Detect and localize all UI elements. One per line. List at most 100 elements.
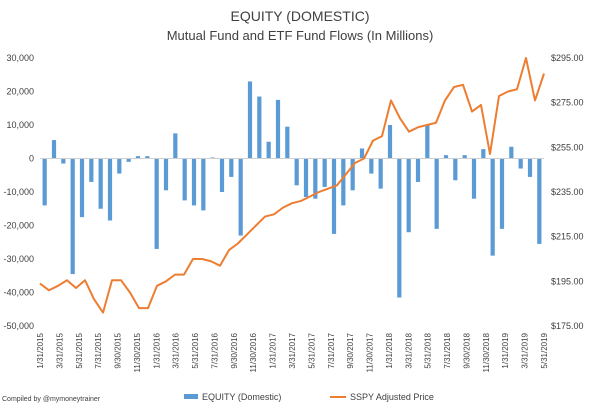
x-tick-label: 3/31/2018 bbox=[404, 332, 413, 368]
x-tick-label: 5/31/2015 bbox=[75, 332, 84, 368]
x-tick-label: 9/30/2016 bbox=[230, 332, 239, 368]
bar bbox=[490, 158, 495, 256]
x-tick-label: 3/31/2019 bbox=[521, 332, 530, 368]
x-tick-label: 5/31/2019 bbox=[540, 332, 549, 368]
x-tick-label: 3/31/2015 bbox=[55, 332, 64, 368]
bar bbox=[397, 158, 402, 298]
bar bbox=[313, 158, 318, 199]
legend: EQUITY (Domestic) SSPY Adjusted Price bbox=[184, 392, 434, 402]
right-tick-label: $255.00 bbox=[551, 142, 584, 152]
bar bbox=[359, 148, 365, 159]
right-tick-label: $275.00 bbox=[551, 98, 584, 108]
right-tick-label: $195.00 bbox=[551, 276, 584, 286]
x-tick-label: 1/31/2019 bbox=[501, 332, 510, 368]
left-tick-label: -50,000 bbox=[3, 321, 34, 331]
chart-title: EQUITY (DOMESTIC) bbox=[231, 8, 370, 24]
x-tick-label: 9/30/2015 bbox=[114, 332, 123, 368]
x-tick-label: 9/30/2017 bbox=[346, 332, 355, 368]
bar bbox=[481, 149, 486, 159]
bar bbox=[79, 158, 85, 218]
bar bbox=[238, 158, 243, 236]
bar bbox=[154, 158, 159, 249]
right-tick-label: $175.00 bbox=[551, 321, 584, 331]
bar bbox=[285, 126, 290, 159]
bar bbox=[51, 140, 57, 159]
x-tick-label: 7/31/2016 bbox=[210, 332, 219, 368]
x-tick-label: 3/31/2017 bbox=[288, 332, 297, 368]
bar bbox=[98, 158, 103, 209]
left-tick-label: 30,000 bbox=[6, 53, 34, 63]
bar bbox=[322, 158, 327, 187]
bar bbox=[406, 158, 411, 233]
bar bbox=[275, 99, 281, 159]
bar bbox=[107, 158, 113, 221]
bar bbox=[70, 158, 75, 275]
legend-label-price: SSPY Adjusted Price bbox=[350, 392, 434, 402]
bar bbox=[173, 133, 178, 159]
legend-swatch-equity bbox=[184, 394, 198, 399]
right-tick-label: $235.00 bbox=[551, 187, 584, 197]
bar bbox=[191, 158, 197, 206]
credit-text: Compiled by @mymoneytrainer bbox=[2, 396, 101, 403]
price-line-path bbox=[39, 57, 545, 314]
left-tick-label: 20,000 bbox=[6, 87, 34, 97]
bar bbox=[247, 81, 253, 159]
bar bbox=[471, 158, 477, 199]
left-tick-label: 10,000 bbox=[6, 120, 34, 130]
line-series-spy-price bbox=[39, 57, 545, 314]
bar bbox=[387, 125, 393, 159]
chart-subtitle: Mutual Fund and ETF Fund Flows (In Milli… bbox=[167, 28, 434, 43]
x-tick-label: 7/31/2015 bbox=[94, 332, 103, 368]
x-tick-label: 3/31/2016 bbox=[172, 332, 181, 368]
bar bbox=[303, 158, 309, 198]
left-tick-label: -30,000 bbox=[3, 254, 34, 264]
bar bbox=[341, 158, 346, 206]
bar bbox=[89, 158, 94, 182]
bar bbox=[266, 141, 271, 159]
bar bbox=[378, 158, 383, 189]
left-axis: 30,000 20,000 10,000 0 -10,000 -20,000 -30,000… bbox=[3, 53, 34, 331]
bar bbox=[219, 158, 225, 192]
legend-label-equity: EQUITY (Domestic) bbox=[202, 392, 281, 402]
bar bbox=[527, 158, 533, 177]
x-tick-label: 11/30/2016 bbox=[249, 332, 258, 372]
bar bbox=[126, 158, 131, 162]
bar bbox=[229, 158, 234, 177]
bar bbox=[509, 146, 514, 159]
bar bbox=[42, 158, 47, 206]
x-tick-label: 5/31/2018 bbox=[424, 332, 433, 368]
right-axis: $295.00 $275.00 $255.00 $235.00 $215.00 $195.… bbox=[551, 53, 584, 331]
bar bbox=[434, 158, 439, 229]
x-tick-label: 11/30/2018 bbox=[482, 332, 491, 372]
right-tick-label: $295.00 bbox=[551, 53, 584, 63]
x-tick-label: 1/31/2018 bbox=[385, 332, 394, 368]
bar bbox=[201, 158, 206, 211]
left-tick-label: -40,000 bbox=[3, 288, 34, 298]
bar bbox=[350, 158, 355, 191]
bar bbox=[443, 155, 449, 159]
x-tick-label: 7/31/2017 bbox=[327, 332, 336, 368]
bar bbox=[331, 158, 337, 234]
x-tick-label: 7/31/2018 bbox=[443, 332, 452, 368]
bar bbox=[499, 158, 505, 229]
x-tick-label: 1/31/2015 bbox=[36, 332, 45, 368]
bar bbox=[462, 155, 467, 159]
bar bbox=[518, 158, 523, 169]
left-tick-label: -20,000 bbox=[3, 221, 34, 231]
bar bbox=[425, 125, 430, 159]
left-tick-label: 0 bbox=[29, 154, 34, 164]
left-tick-label: -10,000 bbox=[3, 187, 34, 197]
right-tick-label: $215.00 bbox=[551, 232, 584, 242]
x-axis: 1/31/2015 3/31/2015 5/31/2015 7/31/2015 9/30… bbox=[36, 332, 549, 372]
x-tick-label: 5/31/2016 bbox=[191, 332, 200, 368]
x-tick-label: 1/31/2017 bbox=[269, 332, 278, 368]
bar bbox=[182, 158, 187, 201]
bar bbox=[294, 158, 299, 186]
x-tick-label: 11/30/2015 bbox=[133, 332, 142, 372]
bar bbox=[453, 158, 458, 181]
bar bbox=[369, 158, 374, 174]
bar bbox=[135, 156, 141, 159]
x-tick-label: 5/31/2017 bbox=[307, 332, 316, 368]
bar bbox=[61, 158, 66, 164]
bar bbox=[117, 158, 122, 174]
